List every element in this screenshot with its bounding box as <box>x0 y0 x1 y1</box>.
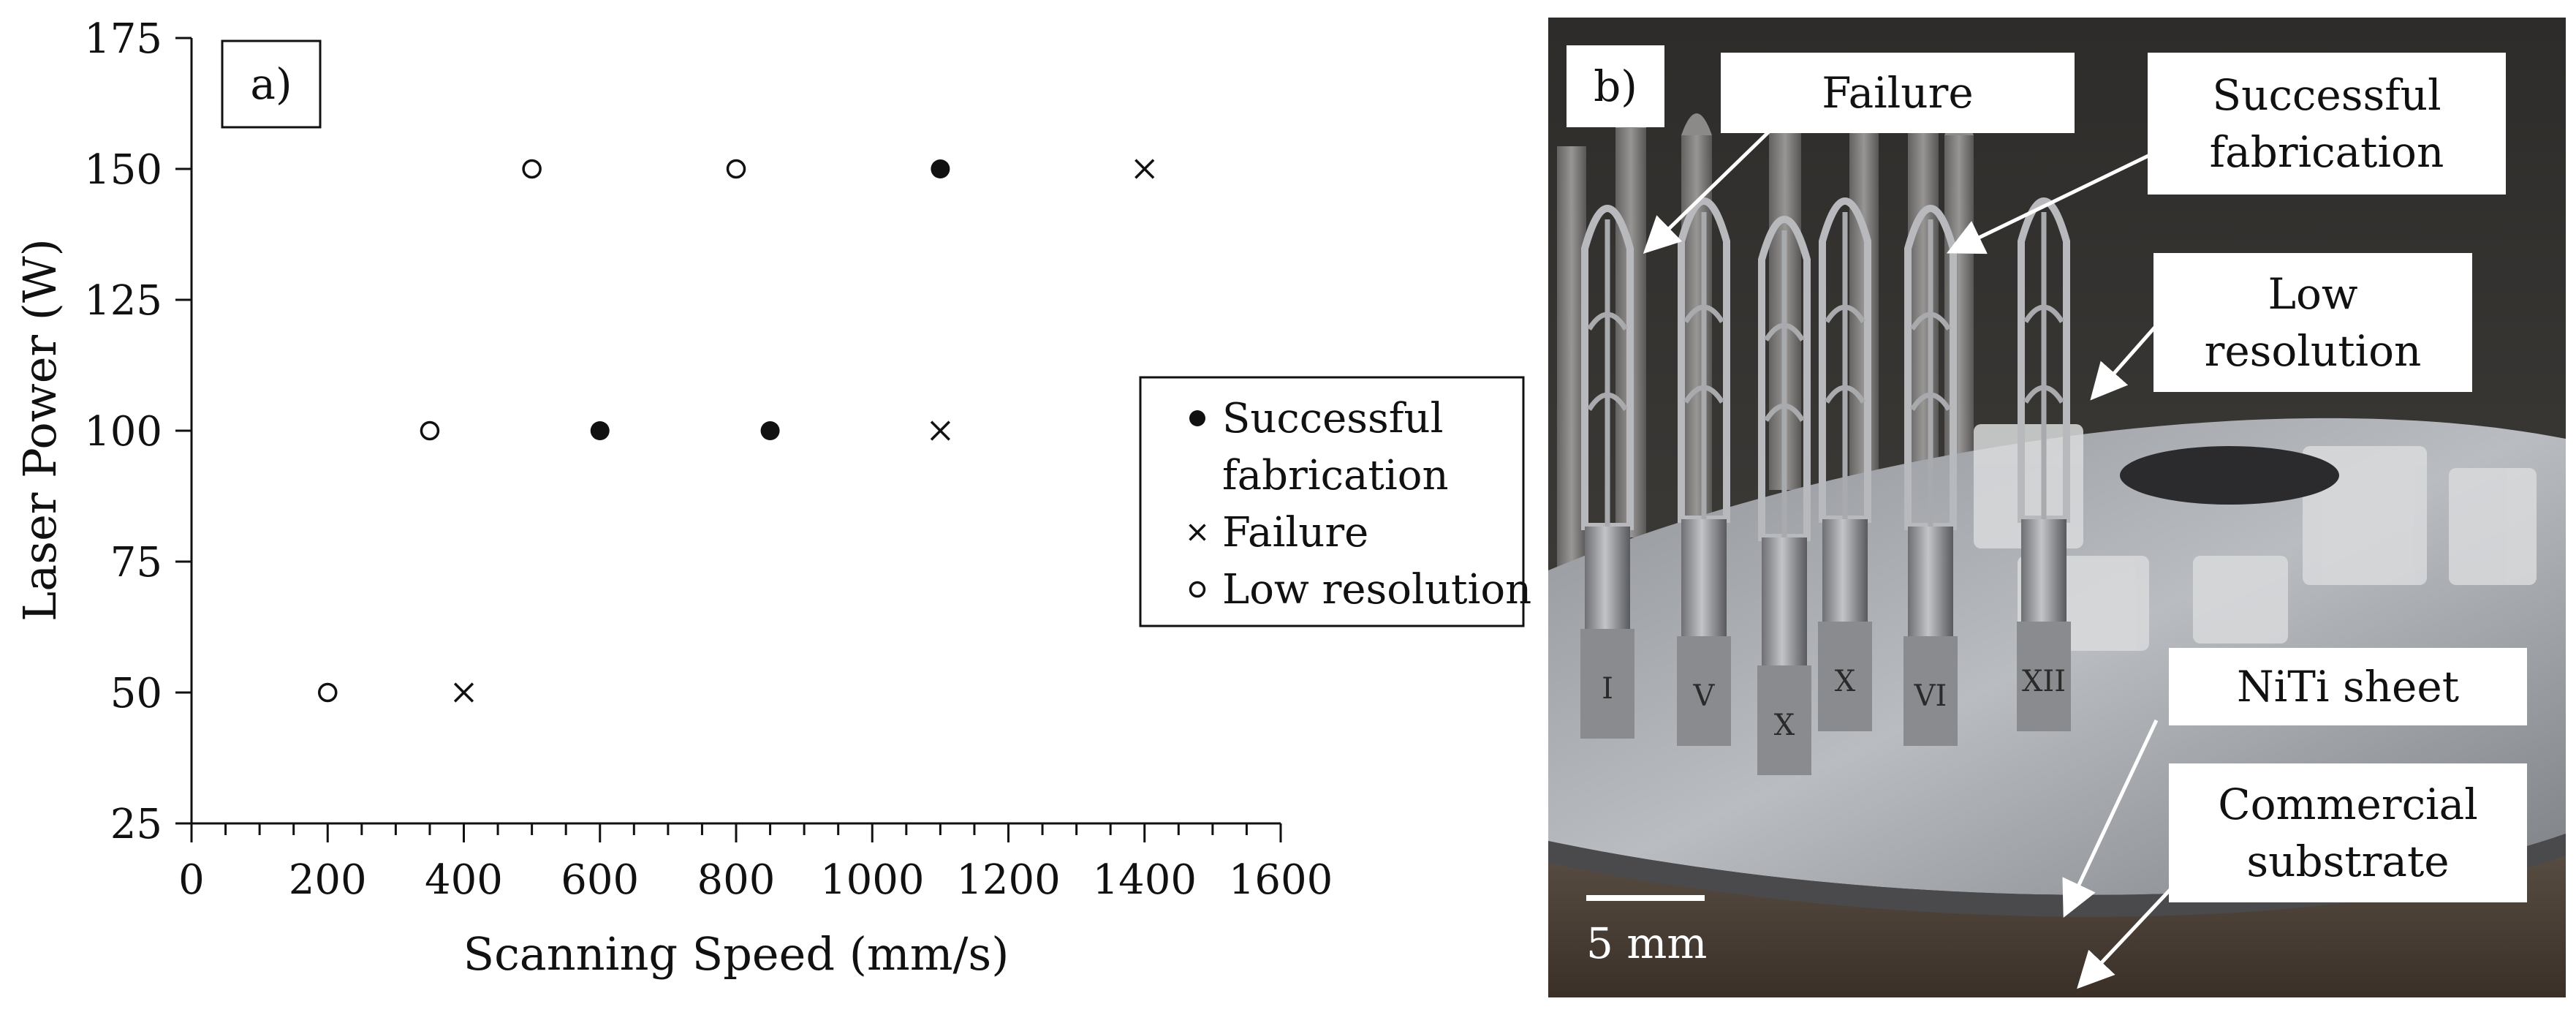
specimen: I <box>1580 205 1634 739</box>
x-tick-label: 400 <box>425 856 503 904</box>
arrow-successful <box>1946 143 2172 254</box>
y-tick-label: 100 <box>84 408 162 456</box>
y-tick-label: 150 <box>84 146 162 194</box>
x-tick-label: 1200 <box>956 856 1061 904</box>
label-commercial-substrate: Commercial substrate <box>2169 763 2527 902</box>
x-tick-label: 1000 <box>820 856 925 904</box>
specimen: VI <box>1903 205 1958 746</box>
specimen-numeral: VI <box>1914 679 1947 713</box>
x-tick-label: 200 <box>289 856 367 904</box>
x-tick-label: 1400 <box>1092 856 1197 904</box>
panel-label-a: a) <box>250 59 292 109</box>
annotation-arrows <box>1643 130 2176 989</box>
legend-label: Failure <box>1222 509 1368 556</box>
y-tick-label: 50 <box>110 670 162 717</box>
y-tick-label: 125 <box>84 277 162 325</box>
x-tick-label: 800 <box>697 856 776 904</box>
data-point-cross <box>930 420 950 441</box>
plot-marks <box>318 159 1155 703</box>
legend-entries: Successful fabrication Failure Low resoluti… <box>1189 395 1531 614</box>
scale-bar-label: 5 mm <box>1586 918 1707 968</box>
data-point-cross <box>453 682 474 703</box>
specimen-numeral: I <box>1602 672 1613 706</box>
specimen: X <box>1818 197 1872 731</box>
legend-label: fabrication <box>1222 452 1449 499</box>
arrow-low-resolution <box>2090 324 2158 401</box>
x-tick-label: 0 <box>178 856 205 904</box>
label-failure: Failure <box>1721 53 2075 133</box>
legend-label: Low resolution <box>1222 566 1531 614</box>
panel-label-a-box <box>221 39 322 129</box>
legend-marker-filled-circle <box>1189 410 1205 426</box>
legend: Successful fabrication Failure Low resoluti… <box>1139 376 1531 627</box>
y-axis-label: Laser Power (W) <box>13 238 67 622</box>
data-point-open-circle <box>726 159 746 179</box>
panel-a: 25 50 75 100 125 150 175 0 200 400 600 800 1000 1200… <box>13 15 1531 981</box>
x-axis-label: Scanning Speed (mm/s) <box>463 927 1009 981</box>
legend-marker-open-circle <box>1189 581 1206 598</box>
data-point-filled-circle <box>590 421 610 440</box>
data-point-open-circle <box>522 159 542 179</box>
y-tick-label: 175 <box>84 15 162 63</box>
data-point-filled-circle <box>931 159 950 178</box>
data-point-filled-circle <box>760 421 780 440</box>
label-niti-sheet: NiTi sheet <box>2169 648 2527 725</box>
specimen-numeral: XII <box>2022 665 2066 698</box>
specimen: V <box>1677 197 1731 746</box>
arrow-failure <box>1643 130 1770 254</box>
label-successful-fabrication: Successful fabrication <box>2148 53 2506 195</box>
specimen-numeral: V <box>1693 679 1716 713</box>
foreground-specimens: I V X X VI XII <box>1580 197 2071 775</box>
specimen: X <box>1757 216 1811 775</box>
data-point-cross <box>1134 159 1155 179</box>
specimen-numeral: X <box>1774 709 1795 742</box>
y-tick-label: 25 <box>110 801 162 848</box>
legend-label: Successful <box>1222 395 1443 442</box>
arrow-niti-sheet <box>2062 719 2159 918</box>
label-low-resolution: Low resolution <box>2153 253 2472 392</box>
y-tick-label: 75 <box>110 539 162 586</box>
plate-dark-recess <box>2120 446 2339 505</box>
legend-marker-cross <box>1189 524 1206 541</box>
x-axis-ticks: 0 200 400 600 800 1000 1200 1400 1600 <box>178 823 1333 904</box>
panel-label-b: b) <box>1567 45 1664 127</box>
specimen-numeral: X <box>1835 665 1856 698</box>
y-axis-ticks: 25 50 75 100 125 150 175 <box>84 15 192 848</box>
data-point-open-circle <box>420 420 440 441</box>
data-point-open-circle <box>318 682 338 703</box>
arrow-commercial-substrate <box>2077 883 2176 989</box>
x-tick-label: 600 <box>561 856 639 904</box>
x-tick-label: 1600 <box>1229 856 1333 904</box>
